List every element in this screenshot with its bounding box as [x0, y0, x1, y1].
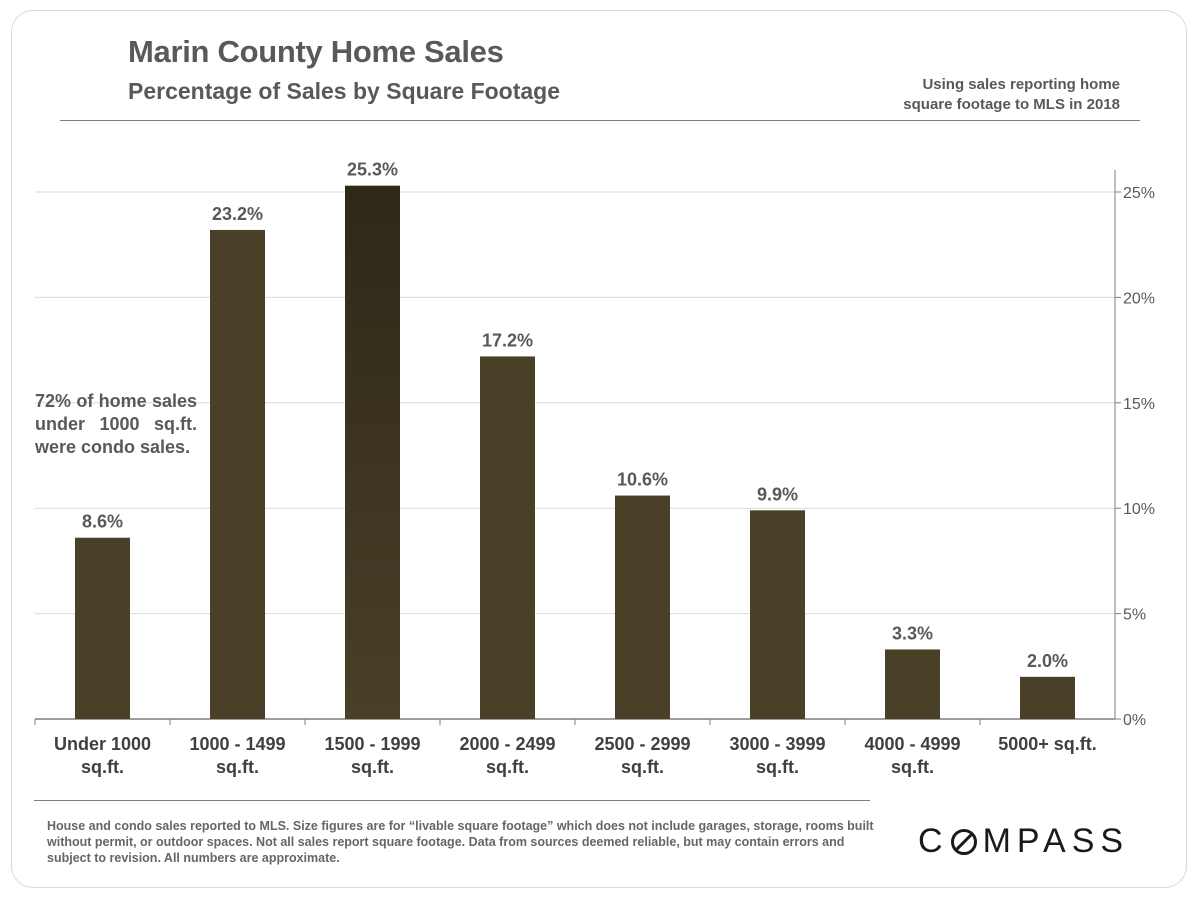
x-tick-label-line2: sq.ft.	[216, 757, 259, 777]
y-tick-label: 25%	[1123, 185, 1155, 202]
x-tick-label: 3000 - 3999	[729, 734, 825, 754]
condo-annotation: 72% of home sales under 1000 sq.ft. were…	[35, 391, 197, 457]
x-tick-label: 5000+ sq.ft.	[998, 734, 1097, 754]
footnote: House and condo sales reported to MLS. S…	[47, 819, 874, 865]
bar	[345, 185, 400, 719]
x-tick-label: 1000 - 1499	[189, 734, 285, 754]
slide-frame	[11, 10, 1187, 888]
y-tick-label: 10%	[1123, 501, 1155, 518]
x-tick-label: 2000 - 2499	[459, 734, 555, 754]
bar	[1020, 676, 1075, 719]
bar-value-label: 17.2%	[482, 330, 533, 350]
data-source-note-line1: Using sales reporting home	[922, 76, 1120, 93]
x-tick-label-line2: sq.ft.	[621, 757, 664, 777]
bar	[210, 229, 265, 719]
x-tick-label: Under 1000	[54, 734, 151, 754]
x-tick-label-line2: sq.ft.	[486, 757, 529, 777]
data-source-note-line2: square footage to MLS in 2018	[903, 96, 1120, 113]
chart-title: Marin County Home Sales	[128, 34, 504, 69]
y-tick-label: 20%	[1123, 290, 1155, 307]
bar	[750, 510, 805, 719]
bar	[75, 537, 130, 719]
bar-value-label: 25.3%	[347, 160, 398, 180]
footer-divider	[34, 800, 870, 801]
x-tick-label-line2: sq.ft.	[351, 757, 394, 777]
x-tick-label: 2500 - 2999	[594, 734, 690, 754]
x-tick-label: 4000 - 4999	[864, 734, 960, 754]
bar-value-label: 3.3%	[892, 623, 933, 643]
logo-text-end: MPASS	[982, 822, 1130, 860]
bar	[885, 649, 940, 719]
compass-logo: C MPASS	[918, 822, 1129, 861]
bar-value-label: 2.0%	[1027, 651, 1068, 671]
y-tick-label: 0%	[1123, 712, 1146, 729]
x-tick-label-line2: sq.ft.	[891, 757, 934, 777]
chart-subtitle: Percentage of Sales by Square Footage	[128, 78, 561, 104]
x-tick-label-line2: sq.ft.	[81, 757, 124, 777]
y-tick-label: 15%	[1123, 396, 1155, 413]
bar	[480, 356, 535, 719]
bar-value-label: 10.6%	[617, 470, 668, 490]
header-divider	[60, 120, 1140, 121]
bar-value-label: 23.2%	[212, 204, 263, 224]
y-tick-label: 5%	[1123, 607, 1146, 624]
bar-value-label: 9.9%	[757, 484, 798, 504]
compass-logo-o-icon	[950, 828, 977, 855]
data-source-note: Using sales reporting home square footag…	[820, 75, 1120, 115]
bar	[615, 495, 670, 719]
logo-text-start: C	[918, 822, 949, 860]
x-tick-label-line2: sq.ft.	[756, 757, 799, 777]
bar-value-label: 8.6%	[82, 512, 123, 532]
x-tick-label: 1500 - 1999	[324, 734, 420, 754]
